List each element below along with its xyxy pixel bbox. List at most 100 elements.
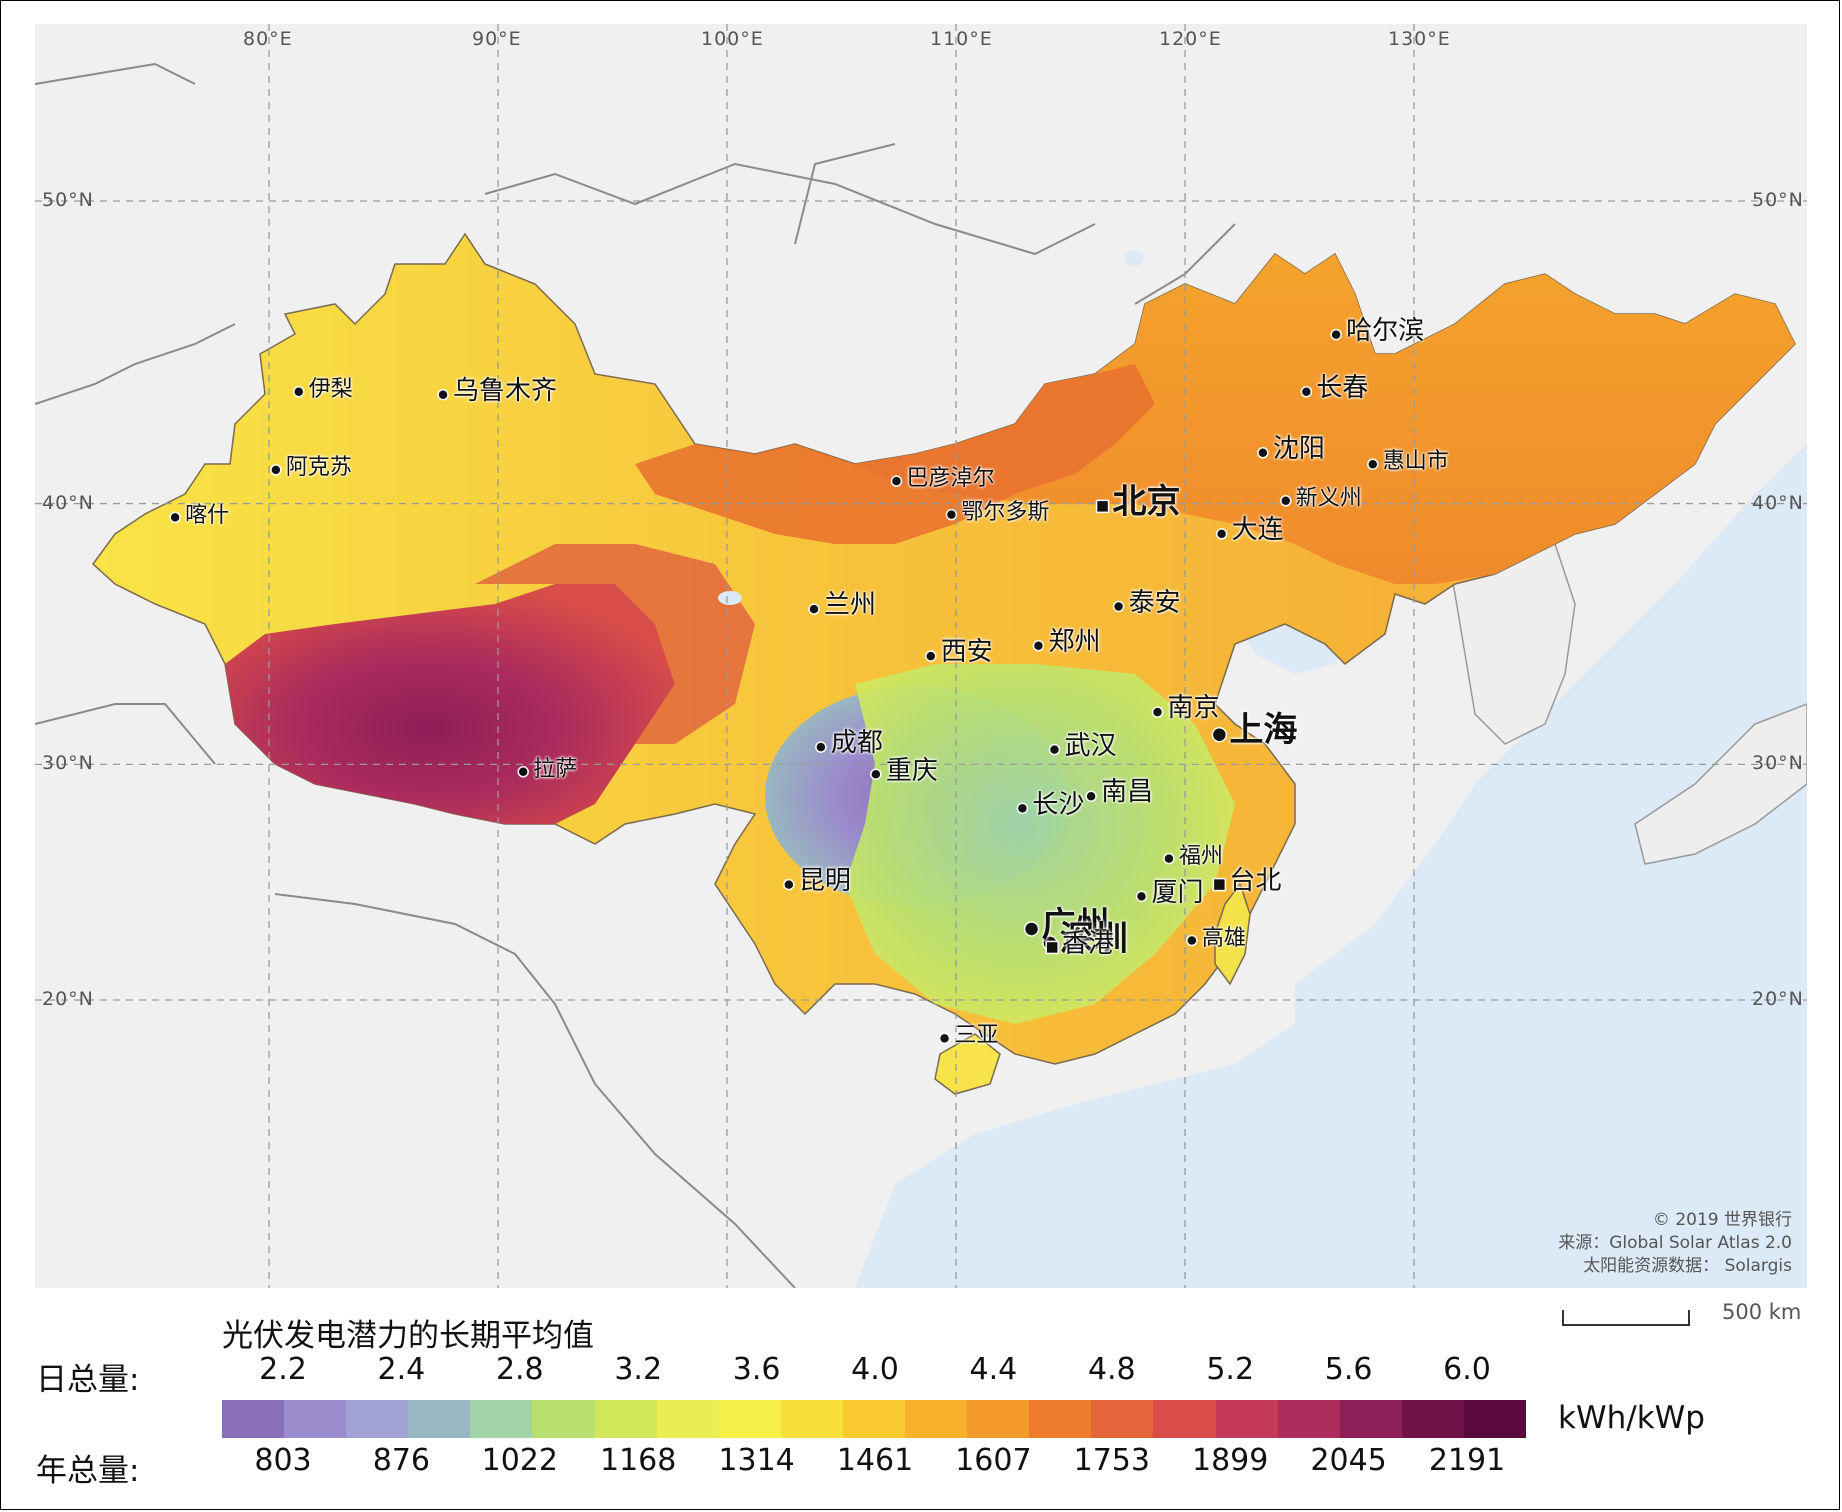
city-label: 武汉 — [1064, 730, 1117, 761]
city-marker — [890, 475, 903, 487]
city-marker — [169, 511, 181, 524]
taiwan-island — [1214, 882, 1251, 986]
city-label: 泰安 — [1128, 587, 1181, 618]
color-scale-bar — [222, 1400, 1526, 1438]
color-scale-segment — [532, 1400, 595, 1438]
copyright-credit: © 2019 世界银行 — [1652, 1210, 1792, 1230]
city-label: 南昌 — [1101, 777, 1154, 808]
city-label: 拉萨 — [533, 756, 578, 782]
city-marker — [1300, 385, 1313, 398]
daily-value-tick: 5.2 — [1206, 1352, 1255, 1387]
city-marker — [1330, 328, 1342, 341]
city-label: 西安 — [940, 637, 993, 668]
city-marker — [1151, 706, 1164, 718]
city-label: 广州 — [1041, 904, 1110, 945]
color-scale-segment — [967, 1400, 1030, 1438]
color-scale-segment — [470, 1400, 533, 1438]
northeast-region — [855, 254, 1795, 584]
city-marker — [925, 650, 937, 662]
city-marker — [1032, 640, 1045, 652]
annual-value-tick: 1461 — [836, 1443, 914, 1478]
color-scale-segment — [1153, 1400, 1216, 1438]
city-label: 哈尔滨 — [1346, 315, 1425, 346]
city-label: 福州 — [1178, 843, 1223, 869]
legend-title: 光伏发电潜力的长期平均值 — [222, 1318, 594, 1354]
map-area[interactable] — [34, 24, 1808, 1289]
city-marker — [938, 1032, 951, 1045]
city-marker — [1257, 447, 1269, 459]
city-label: 阿克苏 — [285, 454, 352, 480]
city-label: 台北 — [1229, 865, 1282, 896]
city-label: 大连 — [1231, 515, 1284, 546]
city-marker — [1023, 921, 1040, 937]
city-marker — [1016, 802, 1029, 815]
daily-value-tick: 6.0 — [1443, 1352, 1491, 1387]
color-scale-segment — [656, 1400, 719, 1438]
longitude-label: 130°E — [1388, 28, 1451, 50]
hulun-lake — [1124, 250, 1144, 266]
longitude-label: 100°E — [701, 28, 764, 50]
unit-label: kWh/kWp — [1558, 1400, 1705, 1436]
longitude-label: 110°E — [930, 28, 993, 50]
daily-value-tick: 2.2 — [259, 1352, 307, 1387]
longitude-label: 80°E — [243, 28, 293, 50]
city-marker — [1045, 940, 1059, 955]
daily-value-tick: 5.6 — [1324, 1352, 1373, 1387]
color-scale-segment — [1091, 1400, 1154, 1438]
latitude-label-right: 50°N — [1752, 189, 1804, 211]
city-label: 昆明 — [798, 865, 851, 896]
city-marker — [1212, 877, 1227, 892]
city-label: 三亚 — [954, 1023, 999, 1049]
city-label: 兰州 — [824, 590, 877, 621]
city-label: 惠山市 — [1382, 449, 1449, 475]
city-label: 新义州 — [1295, 485, 1362, 511]
color-scale-segment — [780, 1400, 843, 1438]
south-east-region — [845, 664, 1235, 1024]
city-label: 北京 — [1112, 482, 1181, 523]
annual-value-tick: 1899 — [1192, 1443, 1269, 1478]
latitude-label-left: 40°N — [42, 491, 94, 514]
city-marker — [1186, 934, 1198, 947]
annual-value-tick: 1607 — [955, 1443, 1032, 1478]
city-label: 乌鲁木齐 — [453, 376, 558, 406]
city-label: 上海 — [1229, 710, 1298, 751]
annual-value-tick: 1168 — [600, 1443, 677, 1478]
longitude-label: 90°E — [472, 28, 522, 50]
city-label: 重庆 — [885, 755, 938, 786]
color-scale-segment — [284, 1400, 347, 1438]
latitude-label-left: 30°N — [42, 752, 94, 775]
city-label: 厦门 — [1151, 877, 1204, 908]
color-scale-segment — [346, 1400, 409, 1438]
scale-label: 500 km — [1722, 1300, 1802, 1324]
daily-total-label: 日总量: — [36, 1362, 140, 1398]
color-scale-segment — [718, 1400, 781, 1438]
city-label: 郑州 — [1048, 627, 1101, 658]
sea-south — [855, 984, 1395, 1288]
color-scale-segment — [1401, 1400, 1464, 1438]
city-label: 伊梨 — [308, 376, 353, 402]
hainan-island — [934, 1033, 1001, 1095]
city-label: 深圳 — [1059, 918, 1128, 959]
city-label: 巴彦淖尔 — [906, 466, 995, 492]
annual-value-tick: 876 — [372, 1443, 431, 1478]
map-svg[interactable] — [34, 24, 1808, 1289]
city-label: 喀什 — [185, 502, 230, 528]
city-marker — [783, 878, 795, 891]
scale-bar — [1562, 1310, 1690, 1326]
annual-value-tick: 2045 — [1310, 1443, 1387, 1478]
city-label: 成都 — [830, 728, 883, 759]
city-marker — [815, 741, 827, 753]
daily-value-tick: 2.4 — [377, 1352, 426, 1387]
longitude-label: 120°E — [1159, 28, 1222, 50]
graticule — [35, 24, 1807, 1288]
annual-value-tick: 2191 — [1428, 1443, 1506, 1478]
color-scale-segment — [1029, 1400, 1092, 1438]
annual-total-label: 年总量: — [36, 1453, 140, 1489]
city-marker — [293, 385, 305, 398]
city-markers — [169, 328, 1379, 1045]
city-marker — [1085, 790, 1097, 802]
daily-value-tick: 4.8 — [1087, 1352, 1136, 1387]
city-marker — [1095, 499, 1110, 514]
color-scale-segment — [594, 1400, 657, 1438]
